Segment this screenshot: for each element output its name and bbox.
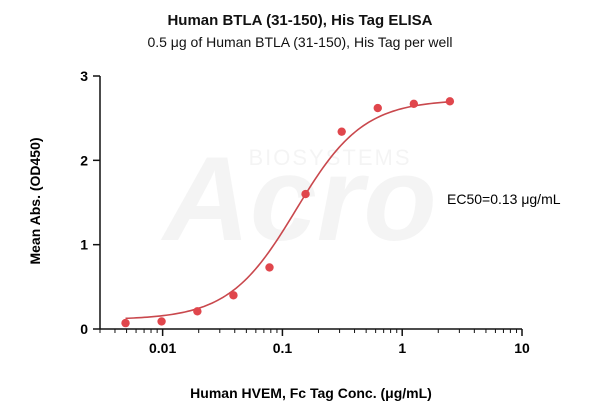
ec50-annotation: EC50=0.13 μg/mL xyxy=(447,191,561,207)
x-tick-label: 0.1 xyxy=(273,340,293,356)
plot-area xyxy=(121,97,455,328)
data-point xyxy=(409,99,419,109)
data-point xyxy=(157,317,166,326)
x-axis-label: Human HVEM, Fc Tag Conc. (μg/mL) xyxy=(190,385,432,401)
y-axis-label: Mean Abs. (OD450) xyxy=(27,137,43,264)
axes: 0 1 2 3 0.01 0.1 1 10 xyxy=(80,68,530,356)
watermark-text: Acro xyxy=(160,132,436,266)
watermark-subtext: BIOSYSTEMS xyxy=(248,145,411,170)
data-point xyxy=(373,103,382,113)
y-tick-label: 3 xyxy=(80,68,88,84)
data-point xyxy=(301,189,310,199)
data-point xyxy=(445,97,455,106)
y-tick-label: 2 xyxy=(80,152,88,168)
x-tick-label: 0.01 xyxy=(149,340,176,356)
y-tick-label: 0 xyxy=(80,321,88,337)
data-point xyxy=(193,307,202,316)
data-point xyxy=(265,263,274,272)
data-point xyxy=(337,127,346,136)
data-point xyxy=(229,291,238,300)
chart-subtitle: 0.5 μg of Human BTLA (31-150), His Tag p… xyxy=(147,34,453,50)
x-tick-label: 1 xyxy=(398,340,406,356)
watermark: Acro BIOSYSTEMS xyxy=(160,132,436,266)
fit-curve xyxy=(125,101,450,320)
data-point xyxy=(121,318,130,328)
x-tick-label: 10 xyxy=(514,340,530,356)
y-tick-label: 1 xyxy=(80,237,88,253)
chart-title: Human BTLA (31-150), His Tag ELISA xyxy=(167,12,433,29)
